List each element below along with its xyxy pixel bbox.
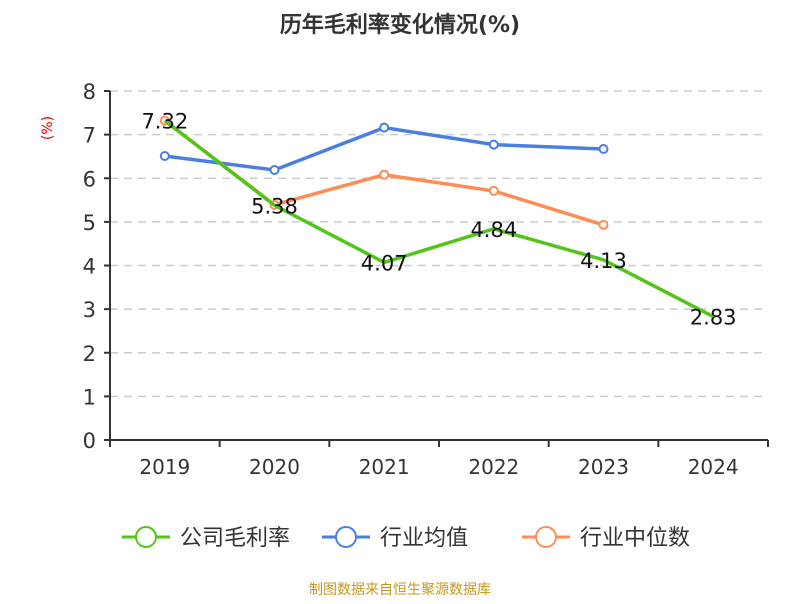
data-point <box>269 164 280 175</box>
y-tick-label: 6 <box>83 167 96 191</box>
data-point <box>488 139 499 150</box>
legend-label: 行业均值 <box>380 526 468 551</box>
data-label: 7.32 <box>141 110 188 134</box>
legend-label: 公司毛利率 <box>180 526 290 551</box>
data-label: 4.13 <box>580 249 627 273</box>
x-tick-label: 2022 <box>468 455 519 479</box>
y-tick-label: 5 <box>83 211 96 235</box>
y-tick-label: 4 <box>83 255 96 279</box>
source-footer: 制图数据来自恒生聚源数据库 <box>309 582 491 598</box>
data-point <box>379 122 390 133</box>
data-point <box>159 151 170 162</box>
data-label: 4.07 <box>361 251 408 275</box>
data-point <box>598 219 609 230</box>
y-tick-label: 3 <box>83 298 96 322</box>
y-tick-label: 7 <box>83 124 96 148</box>
x-tick-label: 2021 <box>359 455 410 479</box>
data-label: 5.38 <box>251 194 298 218</box>
chart-title: 历年毛利率变化情况(%) <box>280 12 520 38</box>
legend-marker <box>335 526 357 548</box>
y-axis-label: (%) <box>40 116 56 140</box>
y-tick-label: 0 <box>83 429 96 453</box>
data-point <box>598 144 609 155</box>
legend-marker <box>135 526 157 548</box>
x-tick-label: 2019 <box>139 455 190 479</box>
x-tick-label: 2023 <box>578 455 629 479</box>
data-point <box>488 185 499 196</box>
data-label: 4.84 <box>470 218 517 242</box>
y-tick-label: 8 <box>83 80 96 104</box>
y-tick-label: 2 <box>83 342 96 366</box>
legend-label: 行业中位数 <box>580 526 690 551</box>
y-tick-label: 1 <box>83 385 96 409</box>
x-tick-label: 2024 <box>688 455 739 479</box>
x-tick-label: 2020 <box>249 455 300 479</box>
series-line-0 <box>163 119 714 319</box>
data-point <box>379 169 390 180</box>
legend-marker <box>535 526 557 548</box>
data-label: 2.83 <box>690 306 737 330</box>
